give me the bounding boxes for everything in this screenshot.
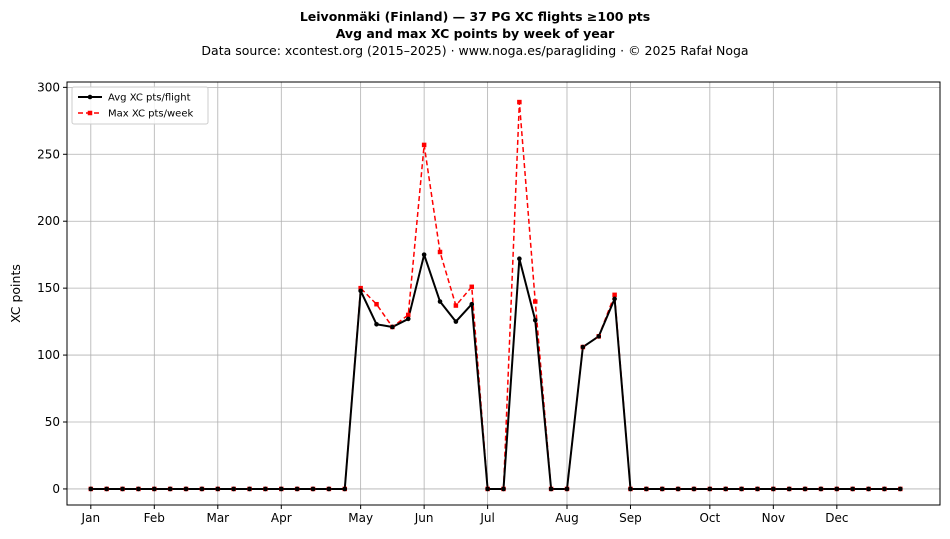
y-tick-label: 0 [52, 482, 60, 496]
point-avg [485, 486, 490, 492]
chart-titles: Leivonmäki (Finland) — 37 PG XC flights … [0, 8, 950, 59]
x-tick-label-feb: Feb [144, 511, 165, 525]
point-avg [326, 486, 332, 492]
point-avg [532, 317, 538, 323]
y-tick-label: 150 [37, 281, 60, 295]
series-line-max [90, 101, 901, 490]
point-avg [421, 252, 427, 257]
point-avg [580, 344, 586, 350]
point-avg [437, 299, 443, 304]
point-max [358, 285, 363, 291]
point-max [437, 249, 443, 255]
point-avg [183, 486, 189, 492]
legend-box [71, 86, 209, 125]
series-layer [88, 99, 903, 492]
point-avg [739, 486, 744, 492]
point-avg [263, 486, 268, 492]
plot-frame [66, 81, 941, 506]
chart-title: Leivonmäki (Finland) — 37 PG XC flights … [299, 9, 651, 24]
point-max [453, 303, 459, 308]
point-avg [659, 486, 665, 492]
point-avg [390, 324, 395, 330]
x-tick-label-may: May [348, 511, 373, 525]
point-avg [199, 486, 205, 492]
legend-label-avg: Avg XC pts/flight [108, 93, 191, 104]
point-avg [882, 486, 887, 492]
point-avg [834, 486, 840, 492]
x-tick-label-dec: Dec [825, 511, 848, 525]
point-max [421, 142, 427, 148]
point-avg [802, 486, 808, 492]
point-avg [675, 486, 681, 492]
x-tick-label-nov: Nov [762, 511, 785, 525]
point-avg [358, 288, 363, 294]
point-avg [612, 296, 617, 302]
point-avg [850, 486, 855, 492]
chart-source: Data source: xcontest.org (2015–2025) · … [201, 43, 749, 58]
point-max [532, 299, 538, 304]
x-tick-label-aug: Aug [555, 511, 578, 525]
point-avg [548, 486, 554, 492]
legend-marker-max [87, 110, 93, 116]
point-max [517, 99, 522, 105]
point-avg [691, 486, 697, 492]
grid-layer [67, 82, 940, 505]
point-avg [628, 486, 633, 492]
point-avg [866, 486, 871, 492]
legend-marker-avg [87, 94, 93, 100]
point-avg [501, 486, 506, 492]
y-tick-label: 50 [45, 415, 60, 429]
point-avg [231, 486, 236, 492]
y-tick-label: 300 [37, 80, 60, 94]
point-max [406, 312, 411, 318]
point-avg [215, 486, 221, 492]
point-max [469, 284, 475, 290]
x-tick-label-mar: Mar [206, 511, 229, 525]
point-avg [120, 486, 125, 492]
series-line-avg [90, 253, 901, 490]
x-tick-label-apr: Apr [271, 511, 292, 525]
x-tick-label-jan: Jan [81, 511, 101, 525]
point-avg [342, 486, 348, 492]
point-avg [818, 486, 824, 492]
x-tick-label-jun: Jun [414, 511, 434, 525]
x-tick-label-jul: Jul [479, 511, 494, 525]
y-tick-label: 250 [37, 147, 60, 161]
point-avg [136, 486, 141, 492]
point-avg [786, 486, 792, 492]
point-avg [517, 256, 522, 261]
y-axis-label: XC points [8, 264, 23, 323]
point-avg [294, 486, 300, 492]
point-avg [596, 334, 602, 339]
y-tick-label: 100 [37, 348, 60, 362]
point-avg [453, 319, 459, 324]
point-avg [723, 486, 729, 492]
legend: Avg XC pts/flight Max XC pts/week [71, 86, 209, 125]
point-avg [167, 486, 173, 492]
point-avg [104, 486, 109, 492]
point-avg [771, 486, 776, 492]
point-avg [374, 321, 379, 327]
point-max [612, 292, 617, 298]
point-avg [310, 486, 316, 492]
point-avg [88, 486, 94, 492]
x-tick-label-sep: Sep [619, 511, 642, 525]
point-avg [898, 486, 903, 492]
point-avg [564, 486, 570, 492]
point-avg [644, 486, 649, 492]
point-max [374, 301, 379, 307]
point-avg [405, 316, 411, 322]
point-avg [755, 486, 760, 492]
point-avg [278, 486, 284, 492]
legend-label-max: Max XC pts/week [108, 109, 193, 120]
point-avg [247, 486, 252, 492]
point-avg [707, 486, 713, 492]
axis-layer: 0 50 100 150 200 250 300 Jan Feb Mar Apr May Jun Jul A… [37, 80, 848, 525]
point-avg [469, 301, 475, 307]
x-tick-label-oct: Oct [699, 511, 720, 525]
chart-subtitle: Avg and max XC points by week of year [335, 26, 615, 41]
y-tick-label: 200 [37, 214, 60, 228]
point-avg [152, 486, 157, 492]
